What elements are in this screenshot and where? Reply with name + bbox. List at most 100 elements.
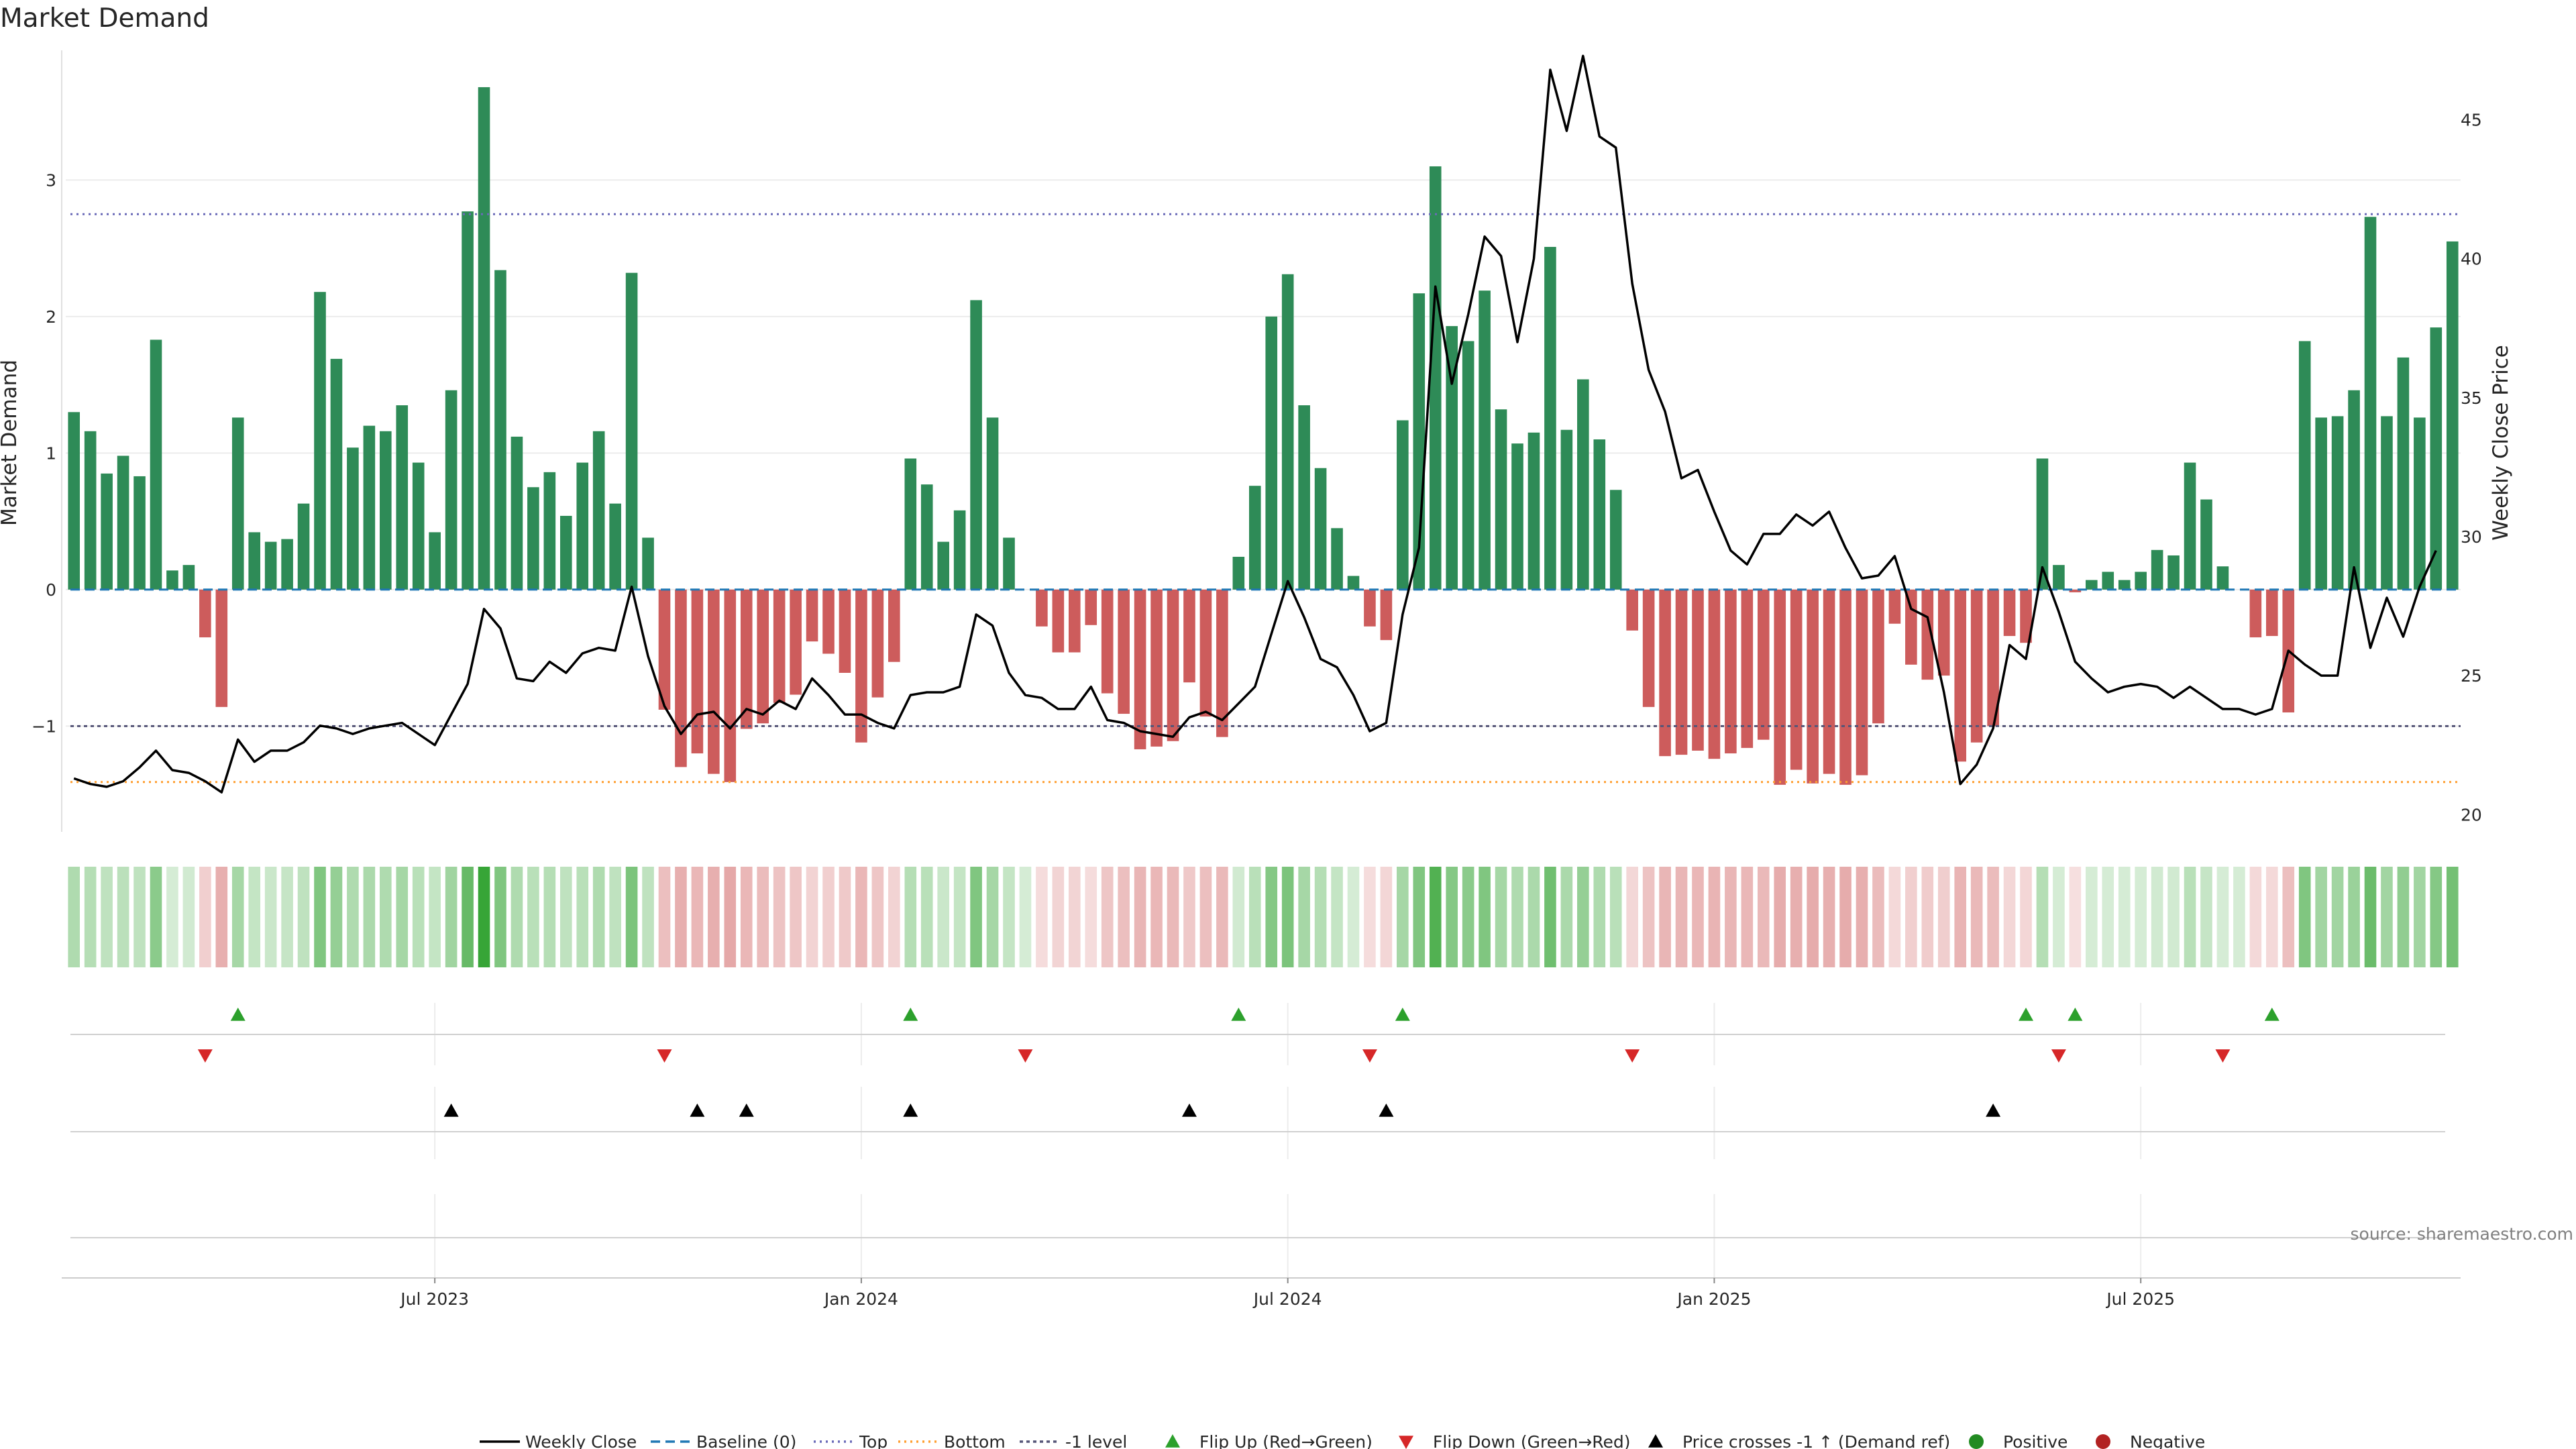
demand-bar-positive [1298,405,1310,590]
band-cell [1364,867,1376,967]
y-left-tick-label: 1 [46,443,56,463]
band-cell [1954,867,1967,967]
band-cell [642,867,654,967]
band-cell [429,867,441,967]
band-cell [1856,867,1868,967]
band-cell [1331,867,1343,967]
demand-bar-positive [2135,572,2147,590]
demand-bar-positive [314,292,326,590]
demand-bar-negative [1708,589,1721,759]
band-cell [150,867,162,967]
band-cell [2446,867,2459,967]
demand-bar-negative [215,589,228,707]
band-cell [1659,867,1671,967]
y-left-tick-label: 0 [46,580,56,600]
band-cell [576,867,589,967]
band-cell [1281,867,1294,967]
band-cell [2135,867,2147,967]
flip-up-marker [1231,1008,1246,1021]
demand-bar-positive [1314,468,1327,590]
band-cell [757,867,769,967]
demand-bar-positive [1003,537,1015,590]
band-cell [1708,867,1721,967]
band-cell [937,867,949,967]
flip-up-marker [2264,1008,2279,1021]
flip-down-marker [2051,1049,2066,1063]
band-cell [1397,867,1409,967]
demand-bar-negative [1921,589,1934,680]
band-cell [2118,867,2131,967]
demand-bar-positive [2315,417,2327,590]
demand-bar-positive [592,431,605,590]
band-cell [527,867,539,967]
band-cell [658,867,671,967]
band-cell [511,867,523,967]
band-cell [1101,867,1114,967]
x-tick-label: Jan 2024 [823,1289,898,1309]
demand-bar-negative [691,589,704,754]
demand-bar-positive [1544,247,1556,590]
band-cell [1741,867,1754,967]
band-cell [330,867,343,967]
band-cell [1052,867,1065,967]
demand-bar-positive [182,565,195,590]
demand-bar-negative [1052,589,1065,653]
band-cell [1036,867,1048,967]
band-cell [1118,867,1130,967]
band-cell [494,867,506,967]
demand-bar-positive [1397,420,1409,590]
demand-bar-positive [1609,490,1622,590]
y-right-tick-label: 25 [2461,666,2482,686]
band-cell [2151,867,2163,967]
demand-bar-positive [609,503,621,590]
demand-bar-positive [1479,290,1491,590]
demand-bar-positive [1265,316,1278,590]
demand-bar-positive [1527,432,1540,590]
band-cell [1462,867,1474,967]
band-cell [871,867,884,967]
band-cell [1495,867,1507,967]
demand-bar-negative [806,589,818,642]
band-cell [2053,867,2065,967]
demand-color-band [68,867,2459,967]
band-cell [1577,867,1589,967]
demand-bar-positive [478,87,490,590]
band-cell [724,867,737,967]
band-cell [264,867,277,967]
demand-bar-positive [625,272,638,590]
band-cell [1314,867,1327,967]
demand-bar-positive [2298,341,2311,590]
y-axis-left-label: Market Demand [0,360,21,526]
flip-up-marker [1395,1008,1410,1021]
demand-bar-positive [904,458,917,590]
price-cross-marker [690,1104,705,1117]
demand-bar-positive [559,515,572,590]
demand-bar-negative [1364,589,1376,627]
band-cell [1380,867,1393,967]
demand-bar-positive [231,417,244,590]
demand-bar-positive [527,487,539,590]
band-cell [839,867,851,967]
legend-label: Weekly Close [525,1432,637,1449]
band-cell [1987,867,1999,967]
demand-bar-positive [1331,528,1343,590]
band-cell [822,867,835,967]
band-cell [592,867,605,967]
demand-bar-negative [1741,589,1754,748]
demand-bar-positive [1446,326,1458,590]
demand-bar-negative [2003,589,2016,637]
band-cell [1265,867,1278,967]
legend-label: -1 level [1065,1432,1127,1449]
x-tick-label: Jul 2025 [2105,1289,2175,1309]
band-cell [133,867,146,967]
demand-bar-positive [2053,565,2065,590]
demand-bar-negative [1199,589,1212,717]
band-cell [2348,867,2360,967]
flip-down-marker [1362,1049,1377,1063]
demand-bar-negative [675,589,687,767]
band-cell [1019,867,1032,967]
band-cell [101,867,113,967]
demand-bar-positive [166,570,178,590]
demand-bar-positive [462,211,474,590]
legend-label: Top [859,1432,888,1449]
